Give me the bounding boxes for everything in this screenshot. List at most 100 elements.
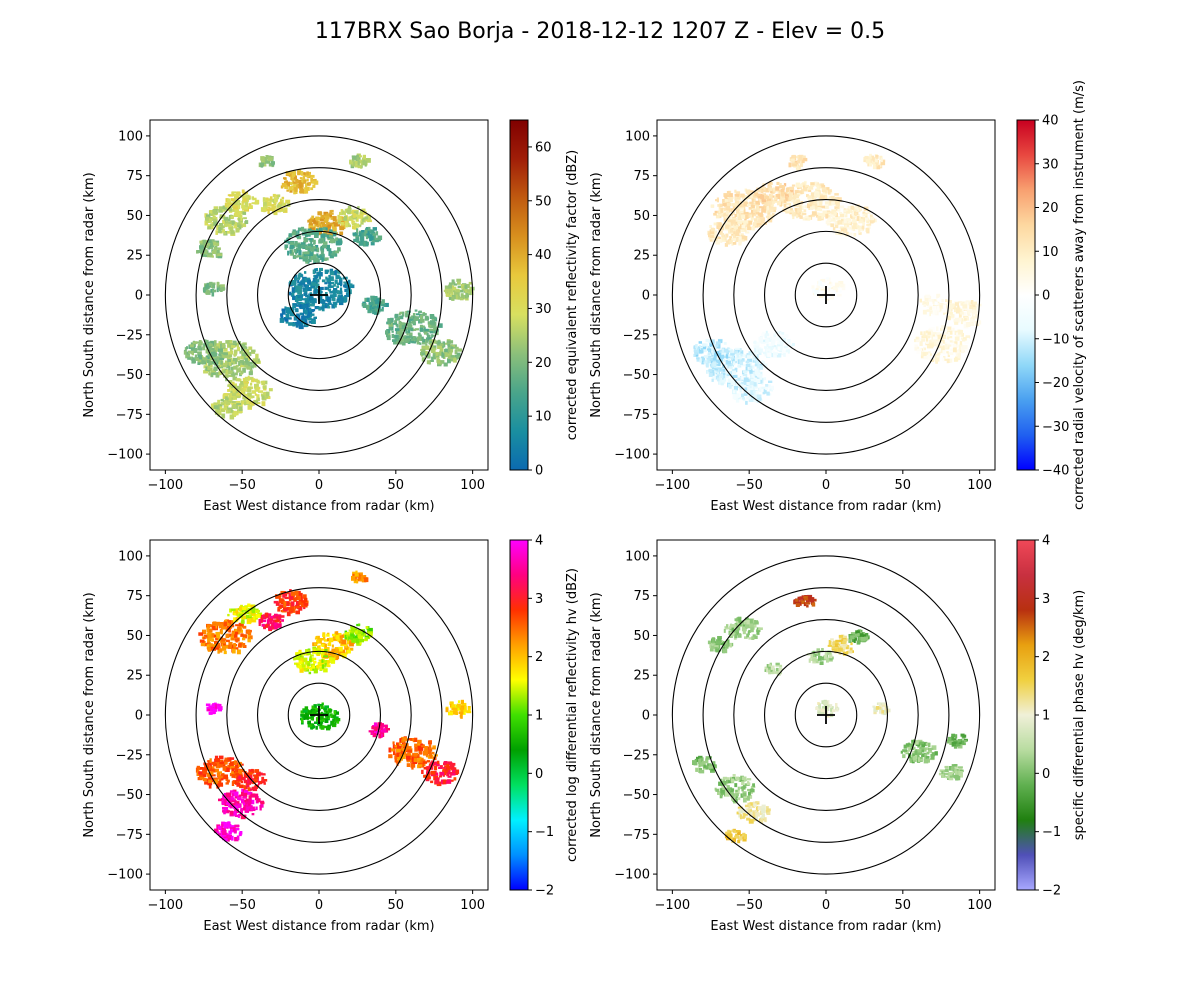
colorbar-tick-label: 1	[535, 709, 543, 724]
colorbar-tick-label: 50	[535, 194, 552, 209]
y-tick-label: 100	[625, 129, 650, 144]
radar-location-marker	[310, 706, 328, 724]
colorbar-gradient	[1016, 539, 1036, 891]
radar-location-marker	[817, 286, 835, 304]
colorbar-tick-label: −1	[535, 825, 554, 840]
echo-region	[692, 755, 717, 774]
plot-area	[671, 555, 981, 875]
echo-region	[825, 204, 877, 237]
x-tick-label: 50	[895, 478, 912, 493]
colorbar-tick-label: −20	[1042, 376, 1069, 391]
panel-velocity: −100 −50 0 50 100−100−75−50−250255075100East…	[589, 80, 1087, 514]
echo-region	[351, 570, 369, 584]
colorbar: −2 −1 0 1 2 3 4 specific differential phase hv …	[1016, 534, 1087, 899]
plot-area	[164, 555, 474, 875]
y-tick-label: −100	[107, 448, 143, 463]
colorbar: −40 −30 −20 −10 0 10 20 30 40 corrected radial ve…	[1016, 80, 1087, 510]
x-tick-label: 0	[315, 478, 323, 493]
y-tick-label: 50	[126, 629, 143, 644]
x-tick-label: 100	[460, 898, 485, 913]
echo-region	[195, 755, 245, 789]
y-tick-label: 0	[135, 709, 143, 724]
y-tick-label: −75	[623, 408, 650, 423]
colorbar-tick-label: 0	[535, 464, 543, 479]
colorbar: 0 10 20 30 40 50 60 corrected equivalent reflec…	[509, 119, 580, 479]
echo-region	[300, 702, 341, 731]
range-ring	[256, 230, 382, 360]
colorbar-tick-label: 3	[1042, 592, 1050, 607]
x-tick-label: 0	[822, 478, 830, 493]
y-tick-label: 75	[633, 589, 650, 604]
y-tick-label: 50	[633, 629, 650, 644]
echo-region	[938, 764, 964, 781]
echo-region	[385, 309, 443, 346]
echo-region	[214, 821, 243, 842]
echo-region	[258, 612, 285, 632]
y-tick-label: −50	[116, 788, 143, 803]
colorbar-tick-label: 30	[535, 302, 552, 317]
echo-region	[284, 226, 343, 264]
range-ring	[195, 587, 443, 843]
echo-region	[707, 636, 734, 654]
echo-region	[693, 338, 735, 368]
y-tick-label: 50	[126, 209, 143, 224]
x-tick-label: 0	[315, 898, 323, 913]
range-ring	[702, 587, 950, 843]
echo-region	[900, 739, 938, 764]
y-axis-label: North South distance from radar (km)	[589, 592, 604, 837]
echo-region	[736, 801, 771, 824]
echo-region	[421, 760, 460, 787]
echo-region	[947, 733, 968, 749]
colorbar-tick-label: 2	[1042, 650, 1050, 665]
echo-region	[361, 295, 389, 315]
y-tick-label: −100	[614, 448, 650, 463]
x-tick-label: −50	[735, 478, 762, 493]
echo-region	[258, 155, 275, 168]
colorbar-tick-label: 20	[1042, 201, 1059, 216]
y-tick-label: 25	[126, 249, 143, 264]
echo-region	[218, 788, 265, 820]
colorbar-tick-label: 0	[535, 767, 543, 782]
range-ring	[287, 262, 351, 328]
colorbar-label: specific differential phase hv (deg/km)	[1072, 590, 1087, 840]
y-tick-label: 100	[118, 129, 143, 144]
panel-differential_reflectivity: −100 −50 0 50 100 −100 −75 −50 −25 0 25 50 75 100 East…	[82, 534, 580, 935]
x-tick-label: 0	[822, 898, 830, 913]
y-tick-label: −50	[116, 368, 143, 383]
colorbar-label: corrected log differential reflectivity …	[565, 568, 580, 862]
radar-location-marker	[817, 706, 835, 724]
radar-location-marker	[310, 286, 328, 304]
colorbar-gradient	[509, 539, 529, 891]
x-axis-label: East West distance from radar (km)	[203, 919, 434, 934]
x-tick-label: −50	[228, 478, 255, 493]
x-axis-label: East West distance from radar (km)	[710, 499, 941, 514]
echo-region	[227, 603, 263, 625]
y-tick-label: 50	[633, 209, 650, 224]
echo-region	[445, 699, 472, 719]
echo-region	[202, 281, 226, 297]
range-ring	[256, 650, 382, 780]
echo-region	[196, 239, 223, 259]
echo-region	[280, 169, 319, 195]
range-ring	[794, 682, 858, 748]
echo-region	[204, 205, 249, 236]
x-axis-label: East West distance from radar (km)	[710, 919, 941, 934]
colorbar-tick-label: 4	[1042, 534, 1050, 549]
range-ring	[226, 198, 412, 392]
y-tick-label: 0	[642, 289, 650, 304]
y-tick-label: −75	[116, 828, 143, 843]
y-tick-label: 100	[118, 549, 143, 564]
y-tick-label: 25	[126, 669, 143, 684]
x-tick-label: −50	[228, 898, 255, 913]
colorbar-tick-label: 10	[1042, 245, 1059, 260]
echo-region	[183, 339, 228, 366]
echo-region	[420, 339, 462, 367]
range-ring	[794, 262, 858, 328]
x-axis-label: East West distance from radar (km)	[203, 499, 434, 514]
range-ring	[671, 135, 981, 455]
y-tick-label: 25	[633, 249, 650, 264]
y-tick-label: 75	[633, 169, 650, 184]
echo-region	[273, 589, 309, 617]
x-tick-label: 100	[460, 478, 485, 493]
